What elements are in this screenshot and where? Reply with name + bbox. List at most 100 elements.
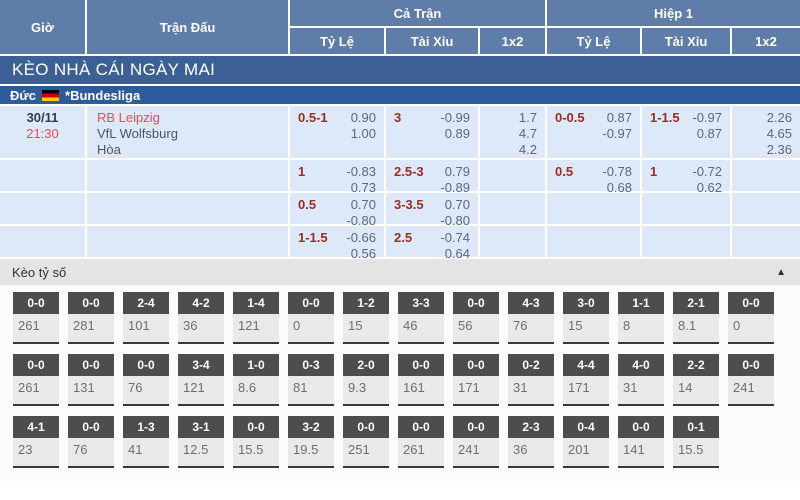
score-box[interactable]: 0-1 15.5 bbox=[673, 416, 719, 468]
score-odds: 81 bbox=[288, 376, 334, 406]
ft-handicap-cell[interactable]: 1-1.5 -0.66 0.56 bbox=[290, 226, 384, 261]
score-box[interactable]: 0-0 171 bbox=[453, 354, 499, 406]
h1-over-under-cell[interactable] bbox=[642, 226, 730, 257]
score-box[interactable]: 1-1 8 bbox=[618, 292, 664, 344]
score-box[interactable]: 0-0 281 bbox=[68, 292, 114, 344]
ft-handicap-cell[interactable]: 0.5-1 0.90 1.00 bbox=[290, 106, 384, 158]
handicap-line: 0.5 bbox=[555, 164, 574, 179]
score-label: 1-2 bbox=[343, 292, 389, 314]
score-box[interactable]: 0-0 56 bbox=[453, 292, 499, 344]
handicap-line: 3 bbox=[394, 110, 402, 125]
score-box[interactable]: 1-4 121 bbox=[233, 292, 279, 344]
score-box[interactable]: 1-2 15 bbox=[343, 292, 389, 344]
score-odds: 101 bbox=[123, 314, 169, 344]
score-box[interactable]: 0-0 251 bbox=[343, 416, 389, 468]
handicap-line: 0.5 bbox=[298, 197, 317, 212]
h1-1x2-cell[interactable]: 2.26 4.65 2.36 bbox=[732, 106, 800, 158]
score-box[interactable]: 2-0 9.3 bbox=[343, 354, 389, 406]
score-label: 0-0 bbox=[13, 292, 59, 314]
score-box[interactable]: 1-0 8.6 bbox=[233, 354, 279, 406]
h1-handicap-cell[interactable] bbox=[547, 193, 640, 224]
score-box[interactable]: 4-0 31 bbox=[618, 354, 664, 406]
handicap-line: 0.5-1 bbox=[298, 110, 328, 125]
score-label: 0-0 bbox=[123, 354, 169, 376]
score-odds: 251 bbox=[343, 438, 389, 468]
ft-handicap-cell[interactable]: 1 -0.83 0.73 bbox=[290, 160, 384, 195]
score-box[interactable]: 2-2 14 bbox=[673, 354, 719, 406]
score-box[interactable]: 0-0 76 bbox=[123, 354, 169, 406]
ft-over-under-cell[interactable]: 2.5-3 0.79 -0.89 bbox=[386, 160, 478, 195]
ft-over-under-cell[interactable]: 2.5 -0.74 0.64 bbox=[386, 226, 478, 261]
score-box[interactable]: 0-0 241 bbox=[453, 416, 499, 468]
score-label: 1-0 bbox=[233, 354, 279, 376]
ft-1x2-cell[interactable] bbox=[480, 226, 545, 257]
ft-over-under-cell[interactable]: 3-3.5 0.70 -0.80 bbox=[386, 193, 478, 228]
banner-title: KÈO NHÀ CÁI NGÀY MAI bbox=[12, 60, 216, 79]
score-box[interactable]: 3-3 46 bbox=[398, 292, 444, 344]
score-box[interactable]: 3-4 121 bbox=[178, 354, 224, 406]
score-box[interactable]: 0-0 76 bbox=[68, 416, 114, 468]
score-box[interactable]: 3-2 19.5 bbox=[288, 416, 334, 468]
score-box[interactable]: 4-4 171 bbox=[563, 354, 609, 406]
h1-over-under-cell[interactable]: 1-1.5 -0.97 0.87 bbox=[642, 106, 730, 158]
score-odds: 281 bbox=[68, 314, 114, 344]
h1-over-under-cell[interactable]: 1 -0.72 0.62 bbox=[642, 160, 730, 195]
column-header-time: Giờ bbox=[0, 0, 85, 54]
score-box[interactable]: 0-2 31 bbox=[508, 354, 554, 406]
column-header-h1-handicap: Tỷ Lệ bbox=[547, 28, 640, 54]
score-box[interactable]: 4-3 76 bbox=[508, 292, 554, 344]
score-box[interactable]: 3-0 15 bbox=[563, 292, 609, 344]
h1-handicap-cell[interactable]: 0-0.5 0.87 -0.97 bbox=[547, 106, 640, 158]
score-box[interactable]: 2-3 36 bbox=[508, 416, 554, 468]
score-box[interactable]: 0-0 0 bbox=[728, 292, 774, 344]
score-box[interactable]: 0-0 261 bbox=[13, 292, 59, 344]
score-box[interactable]: 0-0 15.5 bbox=[233, 416, 279, 468]
ft-1x2-cell[interactable] bbox=[480, 193, 545, 224]
ft-1x2-cell[interactable]: 1.7 4.7 4.2 bbox=[480, 106, 545, 158]
team-name[interactable]: RB Leipzig bbox=[97, 110, 160, 125]
score-label: 0-0 bbox=[453, 292, 499, 314]
score-box[interactable]: 0-0 161 bbox=[398, 354, 444, 406]
score-box[interactable]: 0-0 0 bbox=[288, 292, 334, 344]
handicap-line: 3-3.5 bbox=[394, 197, 424, 212]
time-cell bbox=[0, 226, 85, 257]
score-box[interactable]: 2-4 101 bbox=[123, 292, 169, 344]
h1-1x2-cell[interactable] bbox=[732, 226, 800, 257]
score-box[interactable]: 1-3 41 bbox=[123, 416, 169, 468]
h1-1x2-cell[interactable] bbox=[732, 193, 800, 224]
h1-handicap-cell[interactable]: 0.5 -0.78 0.68 bbox=[547, 160, 640, 195]
score-label: 3-2 bbox=[288, 416, 334, 438]
score-section-header[interactable]: Kèo tỷ số ▲ bbox=[0, 259, 800, 285]
h1-1x2-cell[interactable] bbox=[732, 160, 800, 191]
ft-over-under-cell[interactable]: 3 -0.99 0.89 bbox=[386, 106, 478, 158]
score-box[interactable]: 0-3 81 bbox=[288, 354, 334, 406]
team-name[interactable]: Hòa bbox=[97, 142, 121, 157]
match-cell[interactable]: RB Leipzig VfL Wolfsburg Hòa bbox=[87, 106, 288, 158]
score-box[interactable]: 0-0 131 bbox=[68, 354, 114, 406]
handicap-line: 0-0.5 bbox=[555, 110, 585, 125]
score-label: 2-3 bbox=[508, 416, 554, 438]
score-box[interactable]: 0-0 241 bbox=[728, 354, 774, 406]
odds-values: -0.74 0.64 bbox=[440, 230, 470, 261]
score-odds: 19.5 bbox=[288, 438, 334, 468]
ft-handicap-cell[interactable]: 0.5 0.70 -0.80 bbox=[290, 193, 384, 228]
score-box[interactable]: 4-2 36 bbox=[178, 292, 224, 344]
collapse-arrow-icon[interactable]: ▲ bbox=[776, 266, 786, 278]
odds-values: -0.78 0.68 bbox=[602, 164, 632, 195]
odds-values: -0.83 0.73 bbox=[346, 164, 376, 195]
h1-over-under-cell[interactable] bbox=[642, 193, 730, 224]
score-box[interactable]: 0-0 261 bbox=[13, 354, 59, 406]
score-box[interactable]: 3-1 12.5 bbox=[178, 416, 224, 468]
team-name[interactable]: VfL Wolfsburg bbox=[97, 126, 178, 141]
score-box[interactable]: 2-1 8.1 bbox=[673, 292, 719, 344]
score-box[interactable]: 0-0 141 bbox=[618, 416, 664, 468]
score-label: 4-2 bbox=[178, 292, 224, 314]
score-box[interactable]: 0-4 201 bbox=[563, 416, 609, 468]
score-box[interactable]: 0-0 261 bbox=[398, 416, 444, 468]
handicap-line: 2.5 bbox=[394, 230, 413, 245]
ft-1x2-cell[interactable] bbox=[480, 160, 545, 191]
h1-handicap-cell[interactable] bbox=[547, 226, 640, 257]
score-box[interactable]: 4-1 23 bbox=[13, 416, 59, 468]
league-row[interactable]: Đức *Bundesliga bbox=[0, 86, 800, 104]
score-odds: 15.5 bbox=[673, 438, 719, 468]
